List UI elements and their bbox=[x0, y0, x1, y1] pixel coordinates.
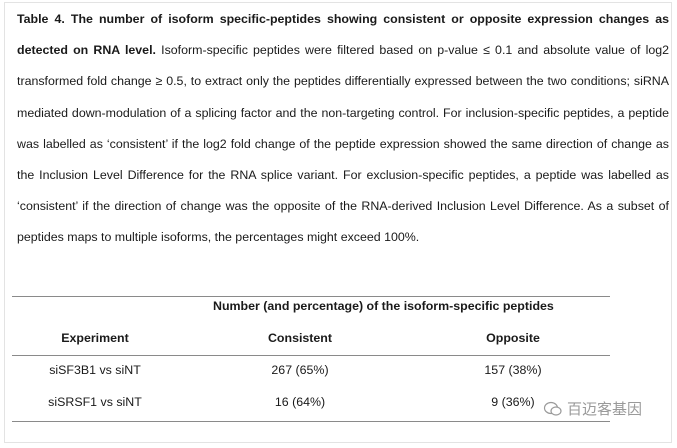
row-consistent: 16 (64%) bbox=[274, 395, 326, 409]
wechat-icon bbox=[543, 401, 562, 416]
table-header-rule bbox=[12, 355, 610, 356]
column-header-experiment: Experiment bbox=[61, 331, 129, 345]
row-opposite: 157 (38%) bbox=[484, 363, 542, 377]
row-experiment: siSF3B1 vs siNT bbox=[49, 363, 141, 377]
table-top-rule bbox=[12, 296, 610, 297]
column-header-consistent: Consistent bbox=[267, 331, 333, 345]
table-bottom-rule bbox=[12, 421, 610, 422]
caption-title: Table 4. The number of isoform specific-… bbox=[17, 12, 669, 58]
page-frame bbox=[4, 2, 672, 443]
caption-body: Isoform-specific peptides were filtered … bbox=[17, 43, 669, 245]
group-header: Number (and percentage) of the isoform-s… bbox=[213, 299, 554, 313]
watermark-text: 百迈客基因 bbox=[567, 401, 643, 418]
row-opposite: 9 (36%) bbox=[491, 395, 535, 409]
row-consistent: 267 (65%) bbox=[271, 363, 329, 377]
row-experiment: siSRSF1 vs siNT bbox=[48, 395, 142, 409]
watermark: 百迈客基因 bbox=[543, 398, 642, 419]
table-caption: Table 4. The number of isoform specific-… bbox=[17, 4, 669, 254]
column-header-opposite: Opposite bbox=[486, 331, 540, 345]
